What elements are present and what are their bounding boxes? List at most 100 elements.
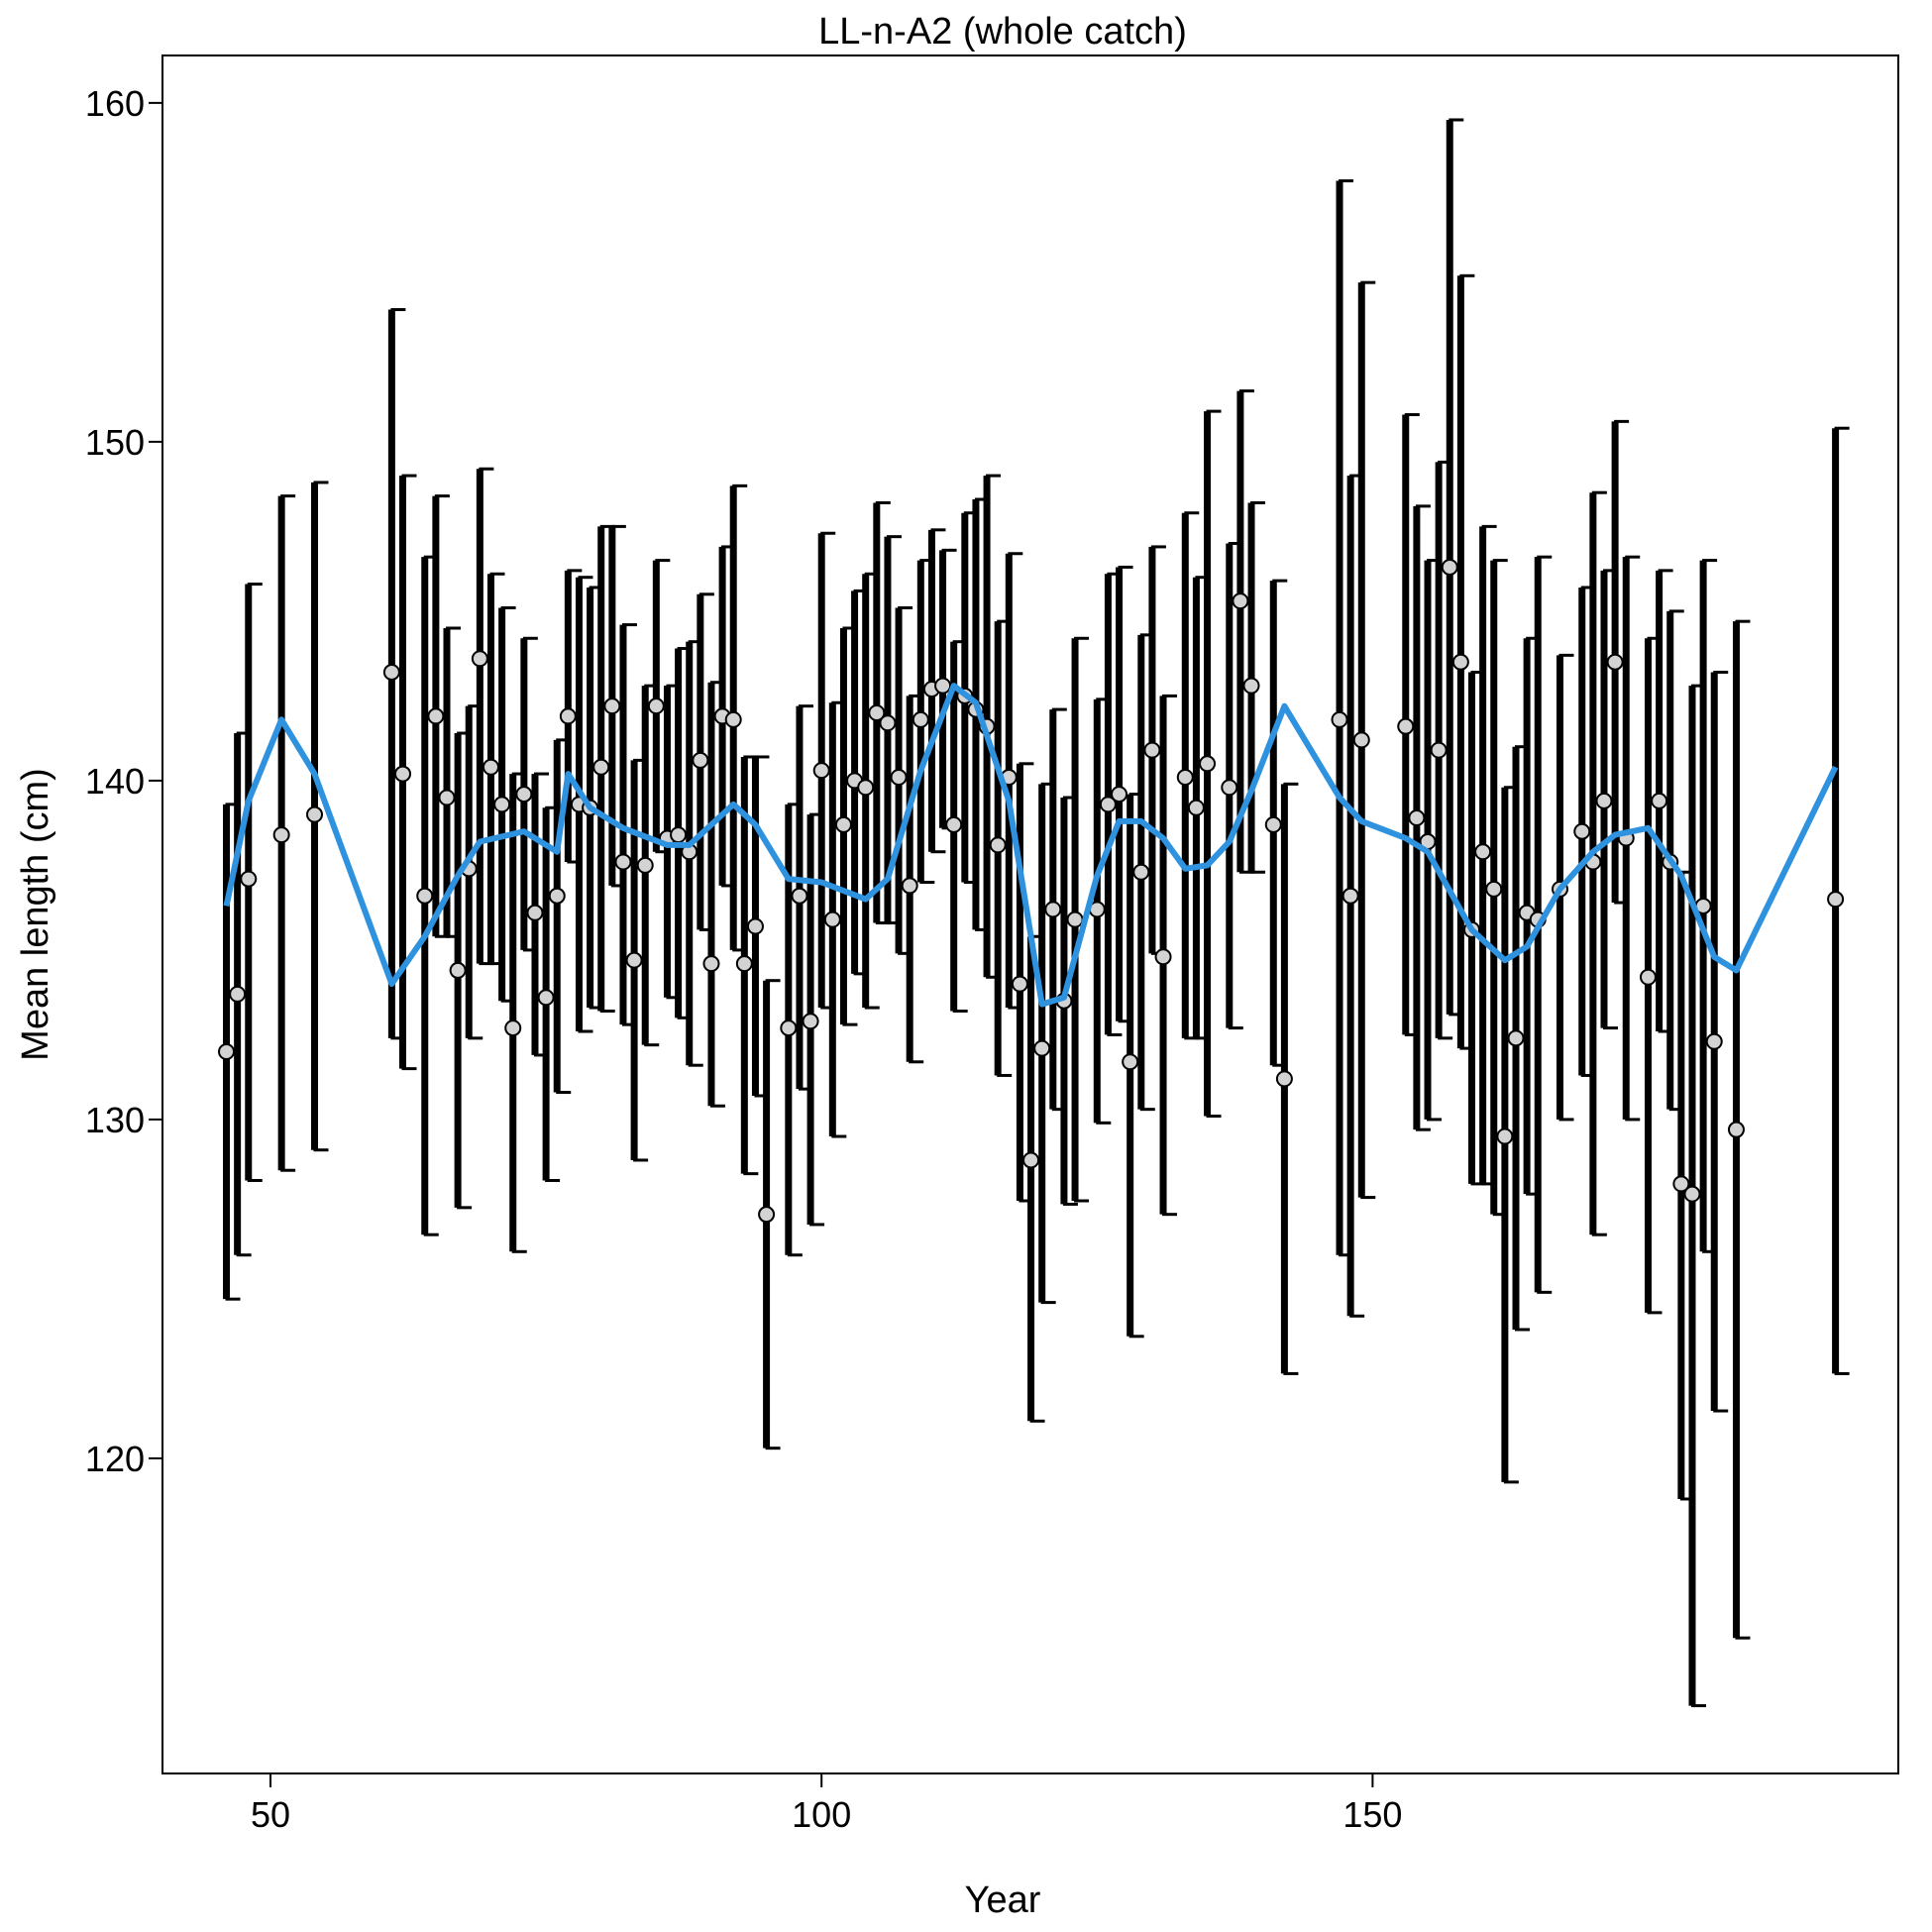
data-point	[758, 1206, 776, 1224]
data-point	[802, 1013, 819, 1030]
data-point	[229, 985, 247, 1003]
data-point	[548, 887, 566, 905]
data-point	[1606, 653, 1624, 671]
data-point	[1099, 796, 1117, 813]
x-tick-label: 150	[1342, 1794, 1402, 1835]
data-point	[724, 710, 742, 728]
data-point	[1187, 799, 1205, 816]
data-point	[1022, 1151, 1040, 1169]
data-point	[1408, 809, 1426, 827]
data-point	[890, 768, 908, 786]
y-tick-label: 130	[85, 1100, 145, 1140]
data-point	[912, 710, 929, 728]
data-point	[1122, 1053, 1139, 1071]
data-point	[1451, 653, 1469, 671]
fit-line	[223, 683, 1839, 1008]
data-point	[735, 955, 753, 973]
plot-frame	[161, 54, 1899, 1774]
data-point	[1221, 779, 1238, 797]
y-axis-label: Mean length (cm)	[15, 768, 56, 1061]
data-point	[306, 805, 324, 823]
data-point	[504, 1020, 522, 1037]
x-tick-label: 50	[251, 1794, 290, 1835]
data-point	[1143, 741, 1161, 759]
data-point	[1033, 1039, 1051, 1057]
data-point	[1176, 768, 1194, 786]
data-point	[1264, 815, 1282, 833]
data-point	[868, 704, 886, 722]
data-point	[823, 911, 841, 928]
data-point	[482, 758, 499, 776]
data-point	[603, 698, 621, 715]
data-point	[812, 762, 830, 780]
data-point	[901, 877, 918, 895]
data-point	[625, 951, 643, 969]
data-point	[780, 1020, 798, 1037]
data-point	[1132, 863, 1150, 881]
data-point	[382, 663, 400, 681]
data-point	[1441, 558, 1458, 576]
data-point	[427, 707, 445, 725]
data-point	[614, 853, 632, 871]
data-point	[857, 779, 875, 797]
data-point	[1199, 755, 1217, 773]
data-point	[1430, 741, 1448, 759]
data-point	[1595, 792, 1613, 809]
data-point	[1485, 880, 1503, 898]
y-tick-label: 120	[85, 1439, 145, 1479]
data-point	[471, 650, 488, 668]
data-point	[692, 751, 709, 769]
chart-title: LL-n-A2 (whole catch)	[818, 11, 1187, 53]
data-point	[449, 961, 467, 979]
y-tick-label: 140	[85, 761, 145, 802]
x-tick-label: 100	[792, 1794, 851, 1835]
data-point	[879, 714, 897, 732]
data-point	[834, 815, 852, 833]
data-point	[1683, 1185, 1701, 1203]
data-point	[989, 836, 1007, 854]
y-tick-label: 160	[85, 83, 145, 124]
data-point	[746, 917, 764, 935]
data-point	[1066, 911, 1084, 928]
data-point	[438, 789, 456, 806]
data-point	[240, 870, 258, 888]
data-point	[416, 887, 434, 905]
data-point	[515, 786, 533, 804]
data-point	[537, 989, 555, 1007]
data-point	[1342, 887, 1359, 905]
data-point	[272, 826, 290, 844]
data-point	[592, 758, 610, 776]
data-point	[647, 698, 665, 715]
data-point	[945, 815, 963, 833]
data-point	[1496, 1127, 1514, 1145]
data-point	[1827, 891, 1845, 909]
data-point	[934, 677, 952, 695]
data-point	[493, 796, 511, 813]
data-point	[1111, 786, 1128, 804]
data-point	[1474, 843, 1492, 861]
data-point	[559, 707, 577, 725]
data-point	[1011, 975, 1028, 993]
data-point	[1242, 677, 1260, 695]
data-point	[1154, 948, 1172, 966]
data-point	[636, 856, 654, 874]
data-point	[1705, 1032, 1723, 1050]
data-point	[1672, 1175, 1690, 1193]
data-point	[1727, 1121, 1745, 1138]
data-point	[791, 887, 808, 905]
data-point	[1507, 1029, 1525, 1047]
data-point	[670, 826, 688, 844]
data-point	[1352, 731, 1370, 749]
data-point	[1397, 717, 1415, 735]
data-point	[393, 765, 411, 783]
data-point	[702, 955, 720, 973]
data-point	[1044, 901, 1062, 918]
x-axis-label: Year	[965, 1879, 1041, 1921]
data-point	[1651, 792, 1668, 809]
data-point	[1232, 592, 1249, 610]
data-point	[218, 1043, 236, 1061]
data-point	[1275, 1070, 1293, 1088]
y-tick-label: 150	[85, 422, 145, 463]
data-point	[1639, 968, 1657, 986]
